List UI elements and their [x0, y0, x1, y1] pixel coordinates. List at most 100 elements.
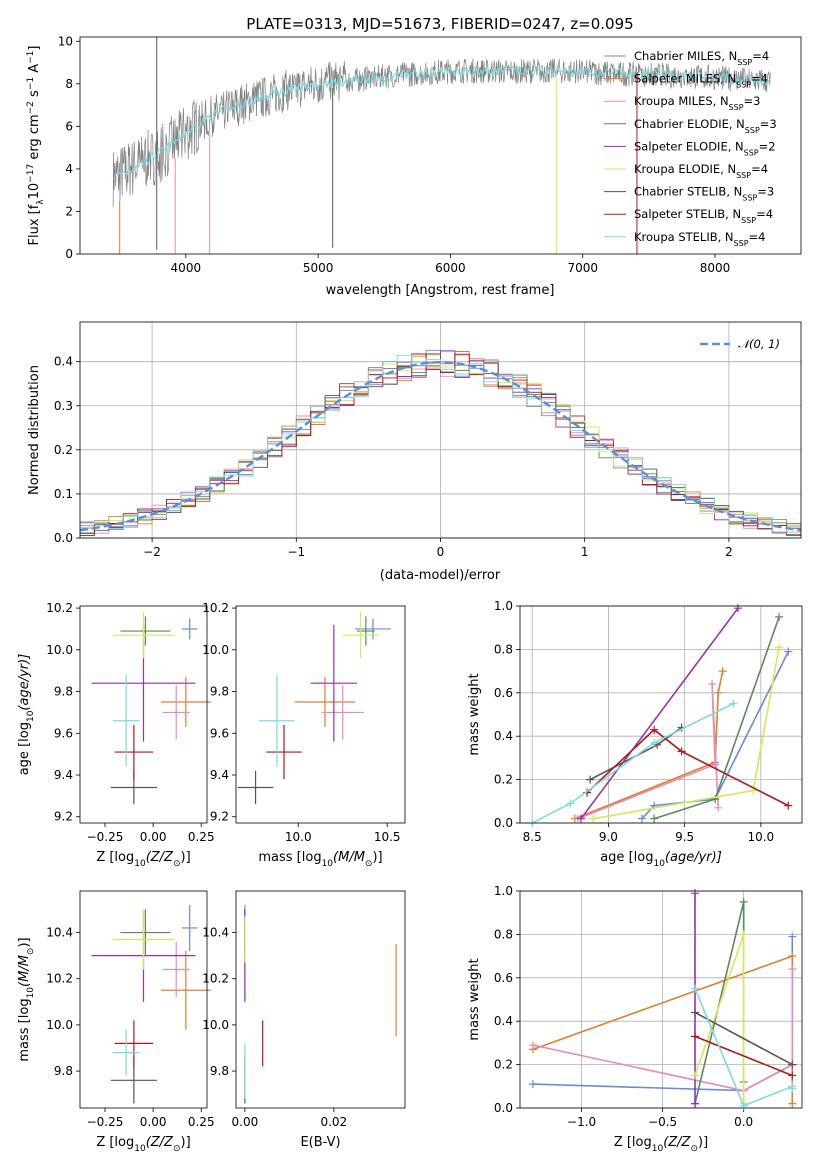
legend-entry: Kroupa STELIB, NSSP=4 [634, 230, 765, 248]
x-axis-label-part: 10 [653, 859, 665, 869]
y-tick-label: 9.4 [54, 768, 73, 782]
model-spectrum [113, 64, 771, 181]
x-tick-label: −0.25 [87, 1115, 124, 1129]
legend-suffix: =3 [760, 117, 777, 131]
x-axis-label-part: 10 [134, 1144, 146, 1154]
y-axis-label-part: −2 [26, 101, 36, 114]
weight-marker [739, 897, 748, 906]
legend-entry: Chabrier MILES, NSSP=4 [634, 49, 769, 67]
weight-marker [788, 932, 797, 941]
x-tick-label: 1 [581, 545, 589, 559]
y-tick-label: 9.6 [210, 726, 229, 740]
x-tick-label: 9.0 [599, 830, 618, 844]
x-tick-label: 7000 [567, 261, 598, 275]
weight-marker [586, 775, 595, 784]
x-axis-label-part: )] [698, 1135, 708, 1150]
y-tick-label: 9.2 [54, 810, 73, 824]
legend-entry: Kroupa MILES, NSSP=3 [634, 94, 760, 112]
weight-marker [711, 760, 720, 769]
y-tick-label: 10.0 [202, 643, 229, 657]
y-tick-label: 0.0 [54, 531, 73, 545]
histogram-series [80, 354, 801, 533]
x-axis-label-part: ⊙ [173, 859, 181, 869]
legend-text: Salpeter ELODIE, N [634, 139, 744, 153]
y-tick-label: 10 [58, 34, 73, 48]
legend-sub: SSP [734, 238, 749, 247]
weight-marker [576, 814, 585, 823]
legend-suffix: =2 [759, 139, 776, 153]
normal-curve [80, 360, 801, 532]
y-axis-label-part: 10 [27, 183, 42, 200]
y-tick-label: 0.3 [54, 399, 73, 413]
y-axis-label: mass [log10(M/M⊙)] [17, 937, 36, 1061]
y-tick-label: 4 [65, 162, 73, 176]
legend-suffix: =4 [756, 207, 773, 221]
figure-title: PLATE=0313, MJD=51673, FIBERID=0247, z=0… [246, 15, 633, 33]
x-axis-label-part: 10 [652, 1144, 664, 1154]
weight-marker [677, 747, 686, 756]
y-tick-label: 10.2 [202, 601, 229, 615]
weight-marker [788, 1060, 797, 1069]
y-tick-label: 0.0 [494, 1101, 513, 1115]
x-axis-label-part: (Z/Z [663, 1135, 691, 1150]
weight-series [574, 670, 724, 820]
x-axis-label-part: )] [181, 850, 191, 865]
weight-marker [691, 1008, 700, 1017]
y-tick-label: 9.8 [54, 1064, 73, 1078]
x-axis-label: (data-model)/error [380, 568, 501, 583]
y-tick-label: 0.2 [494, 773, 513, 787]
weight-marker [691, 889, 700, 898]
y-tick-label: 0.1 [54, 487, 73, 501]
x-tick-label: 2 [725, 545, 733, 559]
weight-marker [788, 965, 797, 974]
y-axis-label-part: λ [36, 199, 46, 205]
y-axis-label-part: mass [log [17, 998, 32, 1061]
axes-frame [79, 321, 802, 539]
legend-text: Chabrier STELIB, N [634, 185, 742, 199]
legend-sub: SSP [737, 58, 752, 67]
legend-sub: SSP [736, 171, 751, 180]
weight-marker [566, 799, 575, 808]
x-axis-label-part: (Z/Z [146, 850, 174, 865]
weight-marker [708, 680, 717, 689]
x-tick-label: 0.00 [232, 1115, 259, 1129]
legend-sub: SSP [729, 103, 744, 112]
weight-series [694, 1011, 793, 1066]
x-tick-label: 8.5 [523, 830, 542, 844]
weight-marker [528, 1041, 537, 1050]
weight-marker [788, 1084, 797, 1093]
y-axis-label-part: s [27, 90, 42, 101]
y-tick-label: 6 [65, 119, 73, 133]
y-tick-label: 0.6 [494, 971, 513, 985]
y-tick-label: 0.0 [494, 816, 513, 830]
y-tick-label: 9.4 [210, 768, 229, 782]
x-tick-label: 0.00 [140, 1115, 167, 1129]
weight-marker [784, 647, 793, 656]
y-axis-label-part: age [log [17, 722, 32, 775]
x-tick-label: 0.02 [320, 1115, 347, 1129]
histogram-plot [80, 349, 801, 537]
weight-marker [691, 984, 700, 993]
x-tick-label: −0.5 [648, 1115, 677, 1129]
y-axis-label: Flux [fλ10−17 erg cm−2 s−1 A−1] [26, 46, 46, 246]
x-axis-label-part: (age/yr)] [665, 850, 722, 865]
weight-marker [528, 1080, 537, 1089]
legend-text: Kroupa STELIB, N [634, 230, 734, 244]
axes-frame [79, 605, 208, 824]
y-tick-label: 1.0 [494, 599, 513, 613]
x-axis-label-part: mass [log [258, 850, 321, 865]
x-axis-label-part: 10 [322, 859, 334, 869]
x-axis-label-part: Z [log [614, 1135, 652, 1150]
x-tick-label: 5000 [303, 261, 334, 275]
weight-marker [589, 814, 598, 823]
legend-text: Chabrier ELODIE, N [634, 117, 745, 131]
legend-suffix: =4 [751, 162, 768, 176]
legend-entry: Kroupa ELODIE, NSSP=4 [634, 162, 768, 180]
x-axis-label: wavelength [Angstrom, rest frame] [326, 283, 555, 298]
legend-text: Kroupa ELODIE, N [634, 162, 736, 176]
legend-text: Chabrier MILES, N [634, 49, 737, 63]
y-axis-label-part: ⊙ [26, 948, 36, 956]
x-axis-label-part: ⊙ [365, 859, 373, 869]
y-tick-label: 0.4 [494, 1014, 513, 1028]
